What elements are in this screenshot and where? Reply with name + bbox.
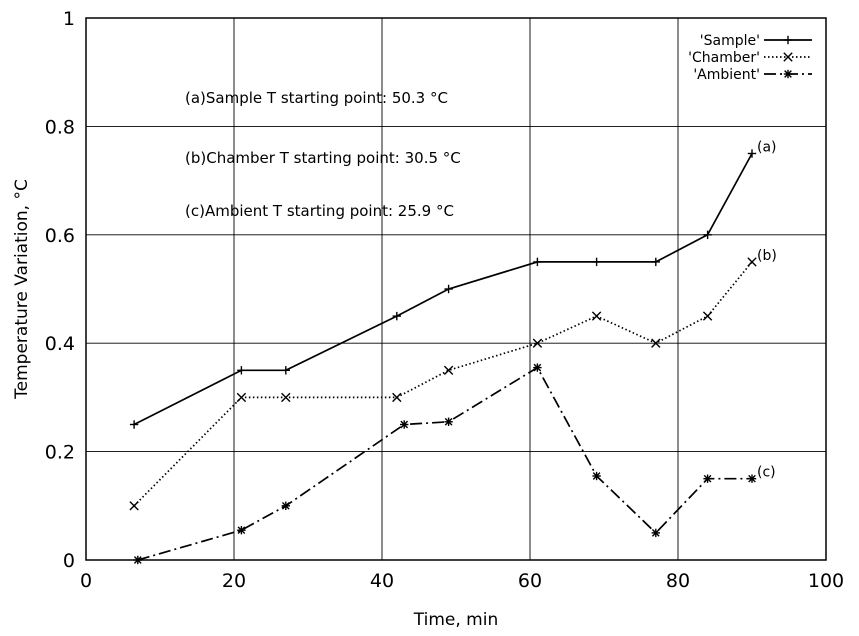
legend-marker (783, 52, 793, 62)
series-sample: (a) (129, 140, 777, 429)
data-point (400, 420, 409, 429)
plot-frame (85, 17, 827, 561)
x-tick-label: 80 (666, 570, 690, 592)
series-ambient: (c) (133, 363, 776, 565)
data-point (651, 528, 660, 538)
data-point (237, 366, 246, 375)
data-point (533, 363, 542, 372)
series-line (133, 261, 753, 507)
y-tick-label: 0 (63, 550, 75, 572)
x-axis-label: Time, min (413, 610, 498, 630)
x-tick-label: 0 (80, 570, 92, 592)
data-point (703, 474, 712, 483)
data-point (532, 338, 543, 348)
legend-label: 'Ambient' (693, 67, 760, 83)
series-end-label: (c) (757, 465, 776, 481)
tick-labels: 0 20 40 60 80 100 0 0.2 0.4 0.6 0.8 1 (45, 8, 844, 592)
data-point (281, 366, 290, 375)
legend-label: 'Sample' (700, 33, 760, 49)
series-end-label: (b) (757, 248, 777, 264)
data-point (281, 501, 290, 510)
legend-entry: 'Ambient' (693, 67, 812, 83)
data-point (392, 311, 401, 321)
y-tick-label: 0.4 (45, 333, 75, 355)
y-tick-label: 0.2 (45, 442, 75, 464)
series-line (133, 153, 753, 426)
data-point (592, 471, 601, 481)
y-tick-label: 1 (63, 8, 75, 30)
data-point (591, 311, 602, 321)
legend-entry: 'Chamber' (688, 50, 812, 66)
data-point (651, 338, 661, 348)
annotation-text: (a)Sample T starting point: 50.3 °C (185, 89, 448, 107)
series-layer: (a) (b) (c) (129, 140, 777, 565)
legend-marker (783, 69, 793, 79)
data-point (133, 555, 142, 565)
legend-entry: 'Sample' (700, 33, 812, 49)
data-point (443, 365, 454, 375)
data-point (703, 230, 712, 239)
data-point (392, 392, 402, 403)
data-point (747, 149, 757, 158)
y-tick-label: 0.8 (45, 116, 75, 138)
data-point (651, 257, 660, 267)
data-point (129, 420, 139, 429)
data-point (444, 284, 453, 294)
data-point (444, 417, 453, 426)
data-point (533, 257, 542, 267)
series-end-label: (a) (757, 140, 777, 156)
legend-marker (783, 35, 793, 45)
series-chamber: (b) (129, 248, 777, 511)
data-point (592, 257, 601, 267)
data-point (747, 257, 757, 267)
annotations: (a)Sample T starting point: 50.3 °C (b)Ch… (185, 89, 461, 220)
x-tick-label: 60 (518, 570, 542, 592)
y-axis-label: Temperature Variation, °C (12, 179, 32, 400)
series-line (137, 366, 752, 561)
data-point (129, 501, 139, 511)
legend-label: 'Chamber' (688, 50, 760, 66)
x-tick-label: 40 (370, 570, 394, 592)
data-point (281, 392, 291, 403)
data-point (747, 474, 757, 483)
data-point (237, 525, 246, 535)
legend: 'Sample''Chamber''Ambient' (688, 33, 812, 83)
data-point (702, 311, 713, 321)
data-point (236, 392, 247, 403)
y-tick-label: 0.6 (45, 225, 75, 247)
x-tick-label: 20 (222, 570, 246, 592)
annotation-text: (c)Ambient T starting point: 25.9 °C (185, 202, 454, 220)
x-tick-label: 100 (808, 570, 844, 592)
annotation-text: (b)Chamber T starting point: 30.5 °C (185, 149, 461, 167)
